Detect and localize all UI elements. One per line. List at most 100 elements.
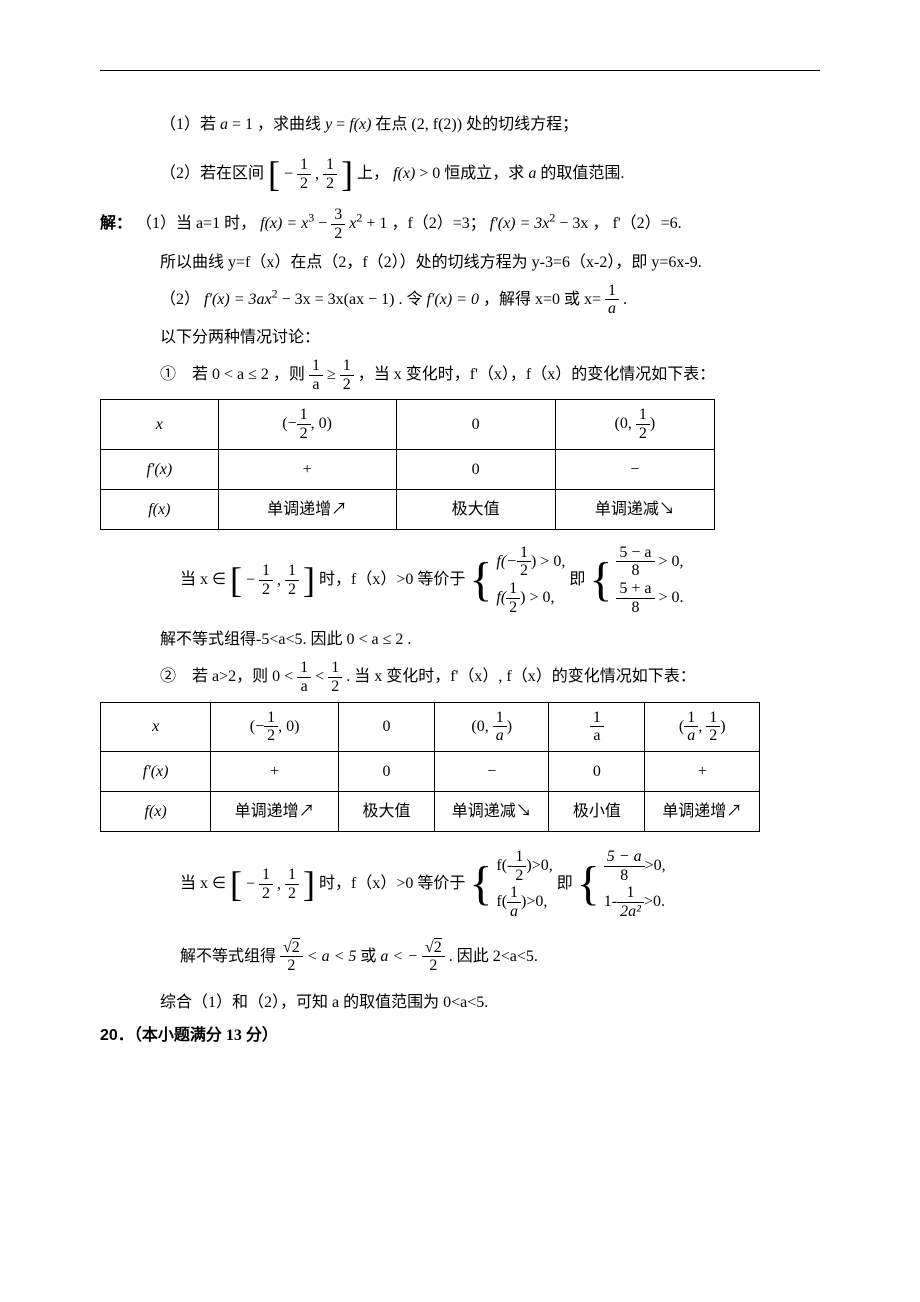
- mid2-b: 时，f（x）>0 等价于: [319, 875, 469, 892]
- eq-a: a: [220, 116, 228, 133]
- frac-half: 12: [285, 562, 299, 598]
- mid2-concl-b: . 因此 2<a<5.: [449, 947, 538, 964]
- variation-table-2: x (−12, 0) 0 (0, 1a) 1a (1a, 12) f′(x) +…: [100, 702, 760, 833]
- final-conclusion: 综合（1）和（2），可知 a 的取值范围为 0<a<5.: [100, 989, 820, 1016]
- frac-half: 12: [259, 866, 273, 902]
- s1-m3x: − 3x: [559, 215, 588, 232]
- mid1-concl-c: .: [407, 631, 411, 648]
- p2-a: （2）若在区间: [160, 165, 268, 182]
- t2-r2c4: 极小值: [549, 792, 645, 832]
- s2-solve: ，解得 x=0 或 x=: [483, 291, 601, 308]
- lbracket-icon: [: [230, 562, 242, 598]
- mid2-lt: < a < 5: [307, 947, 357, 964]
- t2-r2c1: 单调递增↗: [211, 792, 339, 832]
- problem-part-2: （2）若在区间 [ − 12 , 12 ] 上， f(x) > 0 恒成立，求 …: [100, 156, 820, 192]
- mid2-c: 即: [557, 875, 577, 892]
- brace-block-4: 5 − a8>0, 1-12a²>0.: [604, 848, 666, 920]
- sqrt2-over-2: √2 2: [280, 939, 303, 975]
- interval-comma: ,: [315, 166, 323, 183]
- t2-r0c1: (−12, 0): [211, 702, 339, 751]
- t1-r0c3: (0, 12): [555, 400, 714, 449]
- t2-r0c4: 1a: [549, 702, 645, 751]
- t1-r0c0: x: [101, 400, 219, 449]
- s1-fx-exp: 3: [308, 211, 314, 225]
- brace-block-1: f(−12) > 0, f(12) > 0,: [496, 544, 565, 616]
- mid2-or: 或: [360, 947, 380, 964]
- p1-a: （1）若: [160, 116, 220, 133]
- p1-b: ，求曲线: [257, 116, 325, 133]
- mid1-equiv: 当 x ∈ [ − 12 , 12 ] 时，f（x）>0 等价于 { f(−12…: [100, 544, 820, 616]
- t2-r1c1: +: [211, 751, 339, 791]
- p1-d: 处的切线方程；: [466, 116, 578, 133]
- mid1-b: 时，f（x）>0 等价于: [319, 571, 469, 588]
- frac-half: 12: [259, 562, 273, 598]
- s2-dot: .: [623, 291, 627, 308]
- question-20: 20．（本小题满分 13 分）: [100, 1022, 820, 1049]
- t2-r0c0: x: [101, 702, 211, 751]
- s2-m3x: − 3x = 3x(ax − 1): [282, 291, 395, 308]
- t2-r0c2: 0: [338, 702, 434, 751]
- c2-b: . 当 x 变化时，f'（x）, f（x）的变化情况如下表：: [346, 668, 696, 685]
- t1-r2c1: 单调递增↗: [218, 489, 396, 529]
- t2-r1c3: −: [435, 751, 549, 791]
- c1-ge: ≥: [327, 366, 340, 383]
- q20-txt: （本小题满分 13 分）: [134, 1027, 278, 1044]
- c2-a: ② 若 a>2，则: [160, 668, 272, 685]
- eq-yfx-eq: =: [332, 116, 349, 133]
- c2-f2: 12: [328, 659, 342, 695]
- c1-range: 0 < a ≤ 2: [212, 366, 269, 383]
- solution-1-line2: 所以曲线 y=f（x）在点（2，f（2））处的切线方程为 y-3=6（x-2），…: [100, 249, 820, 276]
- c1-frac2: 12: [340, 357, 354, 393]
- mid2-concl: 解不等式组得 √2 2 < a < 5 或 a < − √2 2 . 因此 2<…: [100, 939, 820, 975]
- p2-b: 上，: [357, 165, 389, 182]
- t1-r1c0: f′(x): [101, 449, 219, 489]
- s1-fp2: ， f'（2）=6.: [592, 215, 681, 232]
- case-1: ① 若 0 < a ≤ 2 ，则 1a ≥ 12 ，当 x 变化时，f'（x），…: [100, 357, 820, 393]
- neg: −: [246, 876, 255, 893]
- t1-r2c0: f(x): [101, 489, 219, 529]
- fx-gt0: > 0: [415, 165, 440, 182]
- p2-c: 恒成立，求: [444, 165, 528, 182]
- s2-fpx: f′(x) = 3ax: [204, 291, 272, 308]
- eq-pt: (2, f(2)): [411, 116, 462, 133]
- solution-2: （2） f′(x) = 3ax2 − 3x = 3x(ax − 1) . 令 f…: [100, 282, 820, 318]
- c2-zero: 0 <: [272, 668, 297, 685]
- fx: f(x): [393, 165, 415, 182]
- t2-r1c0: f′(x): [101, 751, 211, 791]
- c2-lt: <: [315, 668, 328, 685]
- s1-plus1: + 1: [366, 215, 387, 232]
- t1-r0c2: 0: [396, 400, 555, 449]
- brace-block-2: 5 − a8 > 0, 5 + a8 > 0.: [616, 544, 683, 616]
- t1-r1c1: +: [218, 449, 396, 489]
- top-rule: [100, 70, 820, 71]
- brace-block-3: f(-12)>0, f(1a)>0,: [496, 848, 552, 920]
- mid1-concl-b: 0 < a ≤ 2: [346, 631, 403, 648]
- sol-label: 解：: [100, 215, 132, 232]
- s1-f2: ，f（2）=3；: [391, 215, 485, 232]
- s2-fpx0: f′(x) = 0: [426, 291, 479, 308]
- neg: −: [246, 571, 255, 588]
- interval-neg: −: [284, 166, 293, 183]
- s2-frac: 1a: [605, 282, 619, 318]
- t2-r2c2: 极大值: [338, 792, 434, 832]
- rbracket-icon: ]: [303, 866, 315, 902]
- p1-c: 在点: [375, 116, 411, 133]
- s1-minus: −: [318, 215, 331, 232]
- mid1-c: 即: [569, 571, 589, 588]
- frac-half-2: 12: [323, 156, 337, 192]
- t1-r1c2: 0: [396, 449, 555, 489]
- c1-b: ，则: [273, 366, 309, 383]
- frac-half-1: 12: [297, 156, 311, 192]
- eq-fx: f(x): [349, 116, 371, 133]
- rbracket-icon: ]: [341, 156, 353, 192]
- s1-a: （1）当 a=1 时，: [136, 215, 256, 232]
- s1-frac: 32: [331, 206, 345, 242]
- lbracket-icon: [: [230, 866, 242, 902]
- s1-x2-exp: 2: [356, 211, 362, 225]
- mid2-equiv: 当 x ∈ [ − 12 , 12 ] 时，f（x）>0 等价于 { f(-12…: [100, 848, 820, 920]
- t2-r0c3: (0, 1a): [435, 702, 549, 751]
- s2-let: . 令: [398, 291, 426, 308]
- c1-a: ① 若: [160, 366, 212, 383]
- variation-table-1: x (−12, 0) 0 (0, 12) f′(x) + 0 − f(x) 单调…: [100, 399, 715, 530]
- lbracket-icon: [: [268, 156, 280, 192]
